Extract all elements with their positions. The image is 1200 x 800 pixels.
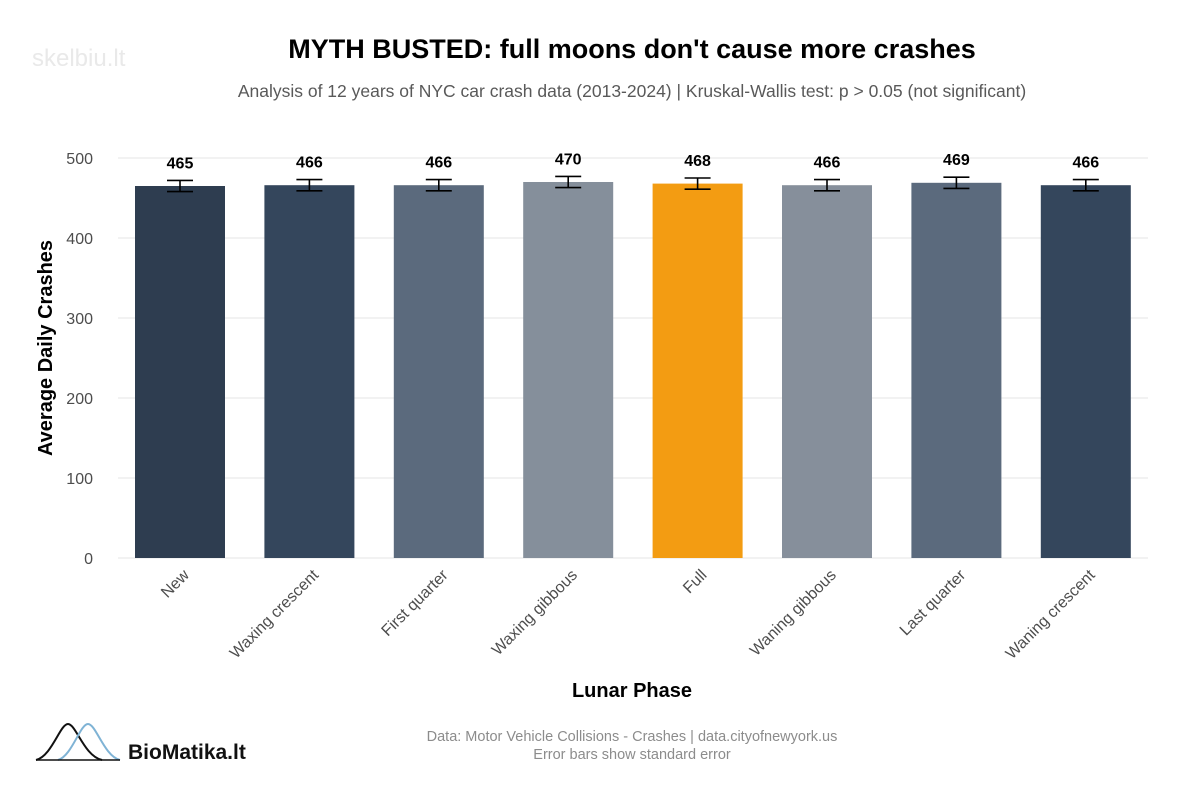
bar-0: [135, 186, 225, 558]
bar-6: [911, 182, 1002, 559]
bars: [135, 182, 1131, 559]
x-tick-label-7: Waning crescent: [1003, 566, 1099, 662]
y-tick-label: 300: [66, 311, 93, 328]
x-tick-label-2: First quarter: [379, 566, 452, 639]
y-tick-label: 400: [66, 231, 93, 248]
bell-curve-icon: [35, 722, 121, 761]
data-label-1: 466: [296, 155, 323, 172]
error-bar-6: [943, 176, 970, 190]
data-label-7: 466: [1072, 155, 1099, 172]
data-label-6: 469: [943, 152, 970, 169]
error-bars: [167, 175, 1099, 193]
caption-source: Data: Motor Vehicle Collisions - Crashes…: [427, 729, 838, 745]
error-bar-5: [814, 178, 840, 192]
data-label-3: 470: [555, 151, 582, 168]
error-bar-1: [296, 178, 323, 192]
error-bar-3: [555, 175, 582, 189]
x-tick-label-3: Waxing gibbous: [489, 567, 581, 659]
x-tick-label-0: New: [158, 566, 193, 601]
bar-3: [523, 182, 614, 558]
y-axis-ticks: 0 100 200 300 400 500: [66, 151, 93, 568]
x-axis-label: Lunar Phase: [572, 680, 692, 702]
data-label-4: 468: [684, 153, 711, 170]
data-label-0: 465: [167, 155, 194, 172]
error-bar-2: [425, 178, 452, 192]
data-labels: 465 466 466 470 468 466 469 466: [167, 151, 1100, 172]
bar-7: [1040, 185, 1131, 558]
y-tick-label: 0: [84, 551, 93, 568]
watermark-text: skelbiu.lt: [32, 45, 126, 72]
x-tick-label-5: Waning gibbous: [747, 567, 840, 660]
x-tick-label-6: Last quarter: [897, 566, 970, 639]
bar-1: [264, 185, 355, 558]
y-tick-label: 500: [66, 151, 93, 168]
data-label-2: 466: [425, 155, 452, 172]
x-tick-label-4: Full: [680, 567, 710, 597]
chart-subtitle: Analysis of 12 years of NYC car crash da…: [238, 81, 1026, 101]
bar-4: [652, 183, 743, 558]
bar-2: [393, 185, 484, 558]
x-tick-label-1: Waxing crescent: [227, 566, 323, 662]
error-bar-7: [1072, 178, 1099, 192]
y-tick-label: 100: [66, 471, 93, 488]
error-bar-0: [167, 179, 193, 193]
brand-logo: BioMatika.lt: [35, 722, 246, 764]
error-bar-4: [684, 177, 711, 190]
bar-5: [782, 185, 872, 558]
caption-note: Error bars show standard error: [533, 747, 731, 763]
y-axis-label: Average Daily Crashes: [35, 240, 57, 456]
brand-name: BioMatika.lt: [128, 741, 246, 764]
x-axis-ticks: New Waxing crescent First quarter Waxing gi…: [158, 566, 1099, 662]
chart-title: MYTH BUSTED: full moons don't cause more…: [288, 34, 976, 64]
data-label-5: 466: [814, 155, 841, 172]
y-tick-label: 200: [66, 391, 93, 408]
